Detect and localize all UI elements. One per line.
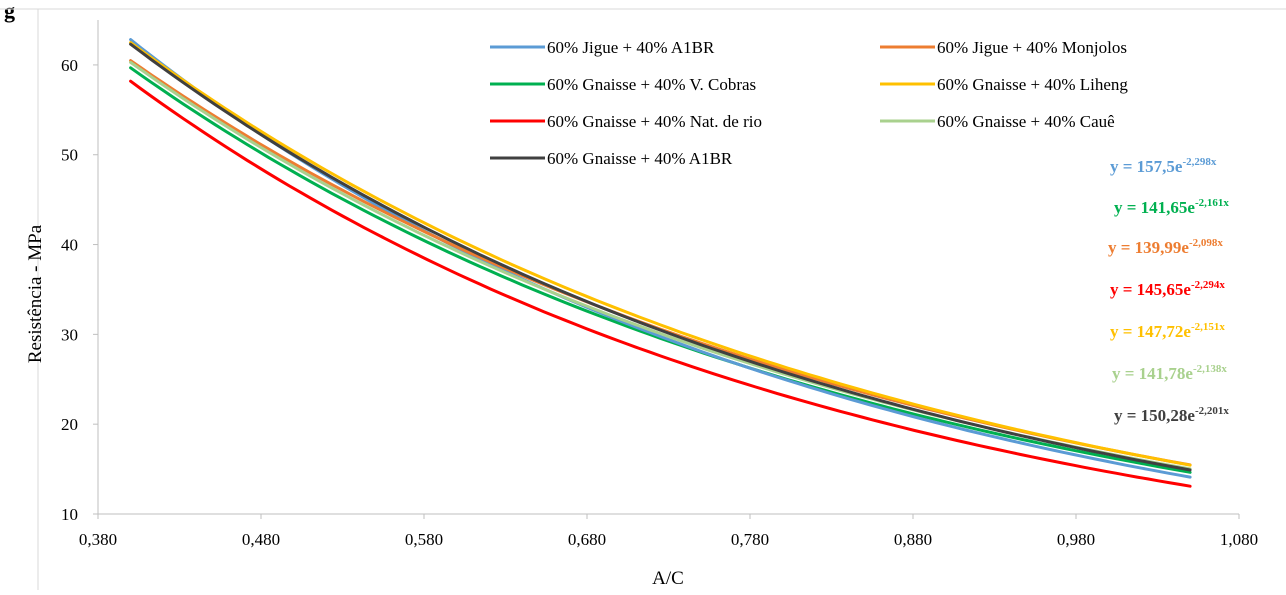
trendline-equation: y = 145,65e-2,294x (1110, 279, 1225, 299)
x-tick-label: 0,680 (568, 530, 606, 549)
legend-label: 60% Gnaisse + 40% Nat. de rio (547, 112, 762, 131)
y-tick-label: 40 (61, 236, 78, 255)
x-tick-label: 0,880 (894, 530, 932, 549)
trendline-equation: y = 141,65e-2,161x (1114, 197, 1229, 217)
series-line (129, 38, 1192, 479)
x-tick-label: 0,480 (242, 530, 280, 549)
y-axis-title: Resistência - MPa (25, 224, 46, 363)
legend-label: 60% Gnaisse + 40% Liheng (937, 75, 1128, 94)
x-tick-label: 1,080 (1220, 530, 1258, 549)
y-tick-label: 60 (61, 56, 78, 75)
legend-label: 60% Gnaisse + 40% A1BR (547, 149, 733, 168)
trendline-equation: y = 150,28e-2,201x (1114, 405, 1229, 425)
legend-label: 60% Jigue + 40% Monjolos (937, 38, 1127, 57)
trendline-equation: y = 157,5e-2,298x (1110, 156, 1217, 176)
legend-label: 60% Jigue + 40% A1BR (547, 38, 715, 57)
trendline-equations: y = 157,5e-2,298x y = 141,65e-2,161x y = 1… (1108, 156, 1229, 425)
trendline-equation: y = 141,78e-2,138x (1112, 363, 1227, 383)
legend-label: 60% Gnaisse + 40% V. Cobras (547, 75, 756, 94)
y-tick-label: 20 (61, 415, 78, 434)
series-line (129, 41, 1192, 467)
trendline-equation: y = 147,72e-2,151x (1110, 321, 1225, 341)
series-line (129, 66, 1192, 474)
y-tick-label: 50 (61, 146, 78, 165)
legend: 60% Jigue + 40% A1BR 60% Jigue + 40% Monj… (490, 38, 1128, 168)
x-tick-label: 0,380 (79, 530, 117, 549)
corner-fragment-text: g (4, 0, 15, 23)
series-line (129, 79, 1192, 488)
plot-area (129, 38, 1192, 488)
x-tick-label: 0,580 (405, 530, 443, 549)
y-tick-label: 10 (61, 505, 78, 524)
y-tick-label: 30 (61, 325, 78, 344)
series-line (129, 42, 1192, 472)
x-tick-label: 0,980 (1057, 530, 1095, 549)
x-axis-title: A/C (652, 568, 684, 589)
legend-label: 60% Gnaisse + 40% Cauê (937, 112, 1115, 131)
x-tick-label: 0,780 (731, 530, 769, 549)
axes: 0,380 0,480 0,580 0,680 0,780 0,880 0,980 1,080… (61, 20, 1258, 549)
trendline-equation: y = 139,99e-2,098x (1108, 237, 1223, 257)
